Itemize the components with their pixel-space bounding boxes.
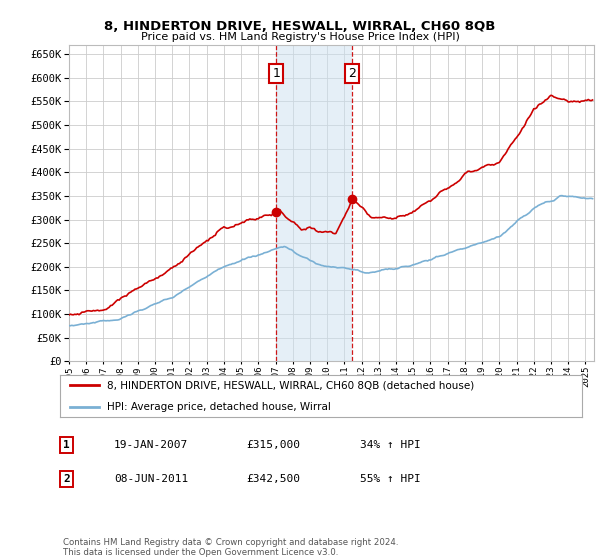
Text: 1: 1 — [272, 67, 280, 80]
Text: Price paid vs. HM Land Registry's House Price Index (HPI): Price paid vs. HM Land Registry's House … — [140, 32, 460, 43]
Text: 8, HINDERTON DRIVE, HESWALL, WIRRAL, CH60 8QB (detached house): 8, HINDERTON DRIVE, HESWALL, WIRRAL, CH6… — [107, 380, 474, 390]
Text: HPI: Average price, detached house, Wirral: HPI: Average price, detached house, Wirr… — [107, 402, 331, 412]
Text: £342,500: £342,500 — [246, 474, 300, 484]
Text: 8, HINDERTON DRIVE, HESWALL, WIRRAL, CH60 8QB: 8, HINDERTON DRIVE, HESWALL, WIRRAL, CH6… — [104, 20, 496, 32]
Text: 2: 2 — [63, 474, 70, 484]
Text: 34% ↑ HPI: 34% ↑ HPI — [360, 440, 421, 450]
Text: 2: 2 — [348, 67, 356, 80]
Text: 1: 1 — [63, 440, 70, 450]
Text: 19-JAN-2007: 19-JAN-2007 — [114, 440, 188, 450]
Bar — [277, 45, 352, 361]
Text: Contains HM Land Registry data © Crown copyright and database right 2024.
This d: Contains HM Land Registry data © Crown c… — [63, 538, 398, 557]
Text: £315,000: £315,000 — [246, 440, 300, 450]
Text: 08-JUN-2011: 08-JUN-2011 — [114, 474, 188, 484]
Text: 55% ↑ HPI: 55% ↑ HPI — [360, 474, 421, 484]
